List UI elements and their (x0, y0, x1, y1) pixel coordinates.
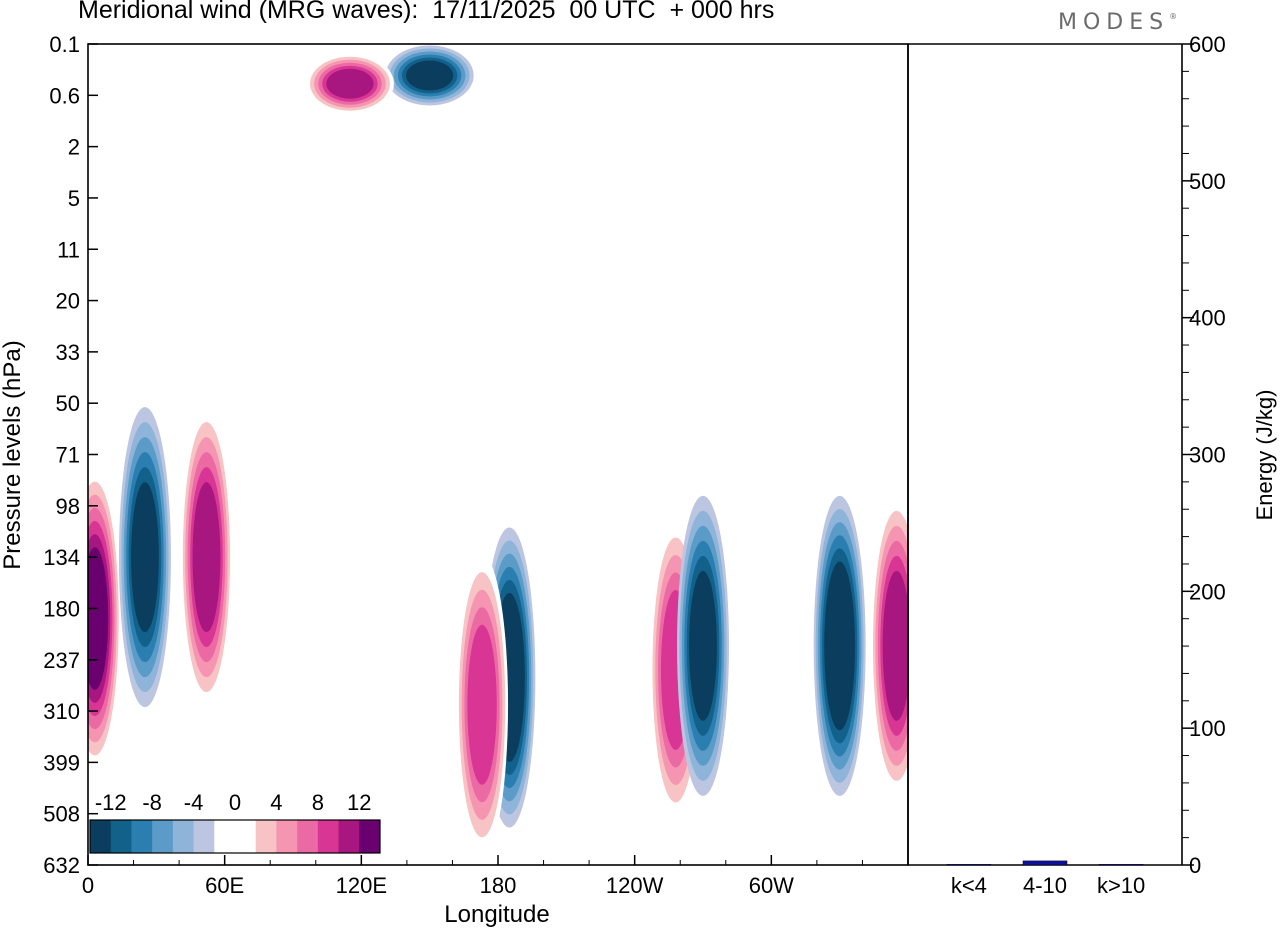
y-tick-label: 2 (68, 135, 80, 160)
colorbar-swatch (317, 820, 340, 853)
contour-feature (88, 468, 121, 769)
colorbar-swatch (276, 820, 298, 853)
colorbar-swatch (131, 820, 153, 853)
energy-bars: k<4 4-10 k>10 (946, 860, 1145, 898)
x-axis-label: Longitude (444, 901, 549, 928)
colorbar-swatch (172, 820, 195, 853)
colorbar-swatch (297, 820, 319, 853)
energy-tick-label: 500 (1189, 169, 1226, 194)
contour-band (88, 547, 109, 690)
energy-bar (1022, 860, 1068, 866)
x-tick-label: 180 (480, 873, 517, 898)
colorbar-swatch (90, 820, 112, 853)
energy-axis: 0 100 200 300 400 500 600 (1182, 32, 1226, 878)
energy-axis-label: Energy (J/kg) (1252, 390, 1277, 521)
contour-band (826, 574, 853, 718)
contour-feature (385, 45, 474, 106)
colorbar-swatch (214, 820, 236, 853)
energy-tick-label: 600 (1189, 32, 1226, 57)
y-tick-label: 399 (43, 750, 80, 775)
x-tick-label: 60E (205, 873, 244, 898)
contour-band (882, 570, 908, 721)
y-axis: 0.1 0.6 2 5 11 20 33 50 71 98 134 180 237 310 399 508 63… (43, 32, 98, 878)
energy-bar (1098, 864, 1144, 866)
y-tick-label: 20 (56, 289, 80, 314)
contour-feature (813, 495, 866, 796)
energy-tick-label: 0 (1189, 853, 1201, 878)
y-tick-label: 0.1 (49, 32, 80, 57)
colorbar-swatch (255, 820, 277, 853)
colorbar-swatch (152, 820, 174, 853)
colorbar: -12 -8 -4 0 4 8 12 (89, 790, 381, 854)
contour-band (192, 482, 221, 633)
y-tick-label: 5 (68, 186, 80, 211)
energy-tick-label: 300 (1189, 443, 1226, 468)
y-tick-label: 50 (56, 391, 80, 416)
energy-tick-label: 100 (1189, 716, 1226, 741)
colorbar-swatch (235, 820, 257, 853)
colorbar-label: 8 (312, 790, 324, 815)
x-tick-label: 0 (82, 873, 94, 898)
colorbar-label: -8 (142, 790, 162, 815)
contour-band (326, 68, 374, 99)
energy-category-label: k>10 (1097, 873, 1145, 898)
y-tick-label: 134 (43, 545, 80, 570)
contour-feature (870, 495, 908, 796)
x-tick-label: 120W (606, 873, 664, 898)
energy-tick-label: 200 (1189, 579, 1226, 604)
colorbar-label: -12 (95, 790, 127, 815)
contour-feature (677, 495, 729, 796)
y-tick-label: 237 (43, 648, 80, 673)
contour-band (406, 60, 454, 91)
contour-feature (180, 407, 233, 708)
y-tick-label: 310 (43, 699, 80, 724)
energy-bar (946, 864, 992, 866)
contour-band (467, 624, 497, 785)
contour-field (88, 45, 908, 855)
energy-tick-label: 400 (1189, 306, 1226, 331)
brand-mark: ® (1169, 12, 1178, 21)
colorbar-swatch (359, 820, 381, 853)
colorbar-label: 4 (270, 790, 282, 815)
colorbar-label: 12 (347, 790, 371, 815)
y-tick-label: 11 (57, 237, 80, 262)
colorbar-label: 0 (229, 790, 241, 815)
chart-title: Meridional wind (MRG waves): 17/11/2025 … (78, 0, 775, 24)
colorbar-swatch (110, 820, 132, 853)
y-tick-label: 71 (56, 443, 80, 468)
contour-feature (118, 407, 171, 708)
colorbar-swatch (338, 820, 360, 853)
y-tick-label: 508 (43, 802, 80, 827)
contour-feature (305, 53, 394, 114)
colorbar-swatch (193, 820, 215, 853)
contour-feature (456, 554, 509, 855)
y-tick-label: 180 (43, 596, 80, 621)
colorbar-label: -4 (184, 790, 204, 815)
energy-category-label: k<4 (951, 873, 987, 898)
modes-logo: MODES® (1058, 10, 1177, 35)
contour-band (131, 482, 159, 633)
colorbar-frame (89, 819, 381, 854)
y-tick-label: 632 (43, 853, 80, 878)
contour-band (689, 570, 717, 721)
x-tick-label: 60W (749, 873, 794, 898)
y-axis-label: Pressure levels (hPa) (0, 340, 26, 569)
x-axis: 0 60E 120E 180 120W 60W (82, 855, 863, 898)
y-tick-label: 33 (56, 340, 80, 365)
y-tick-label: 98 (56, 494, 80, 519)
brand-text: MODES (1058, 10, 1170, 35)
energy-category-label: 4-10 (1023, 873, 1067, 898)
x-tick-label: 120E (336, 873, 387, 898)
y-tick-label: 0.6 (49, 83, 80, 108)
